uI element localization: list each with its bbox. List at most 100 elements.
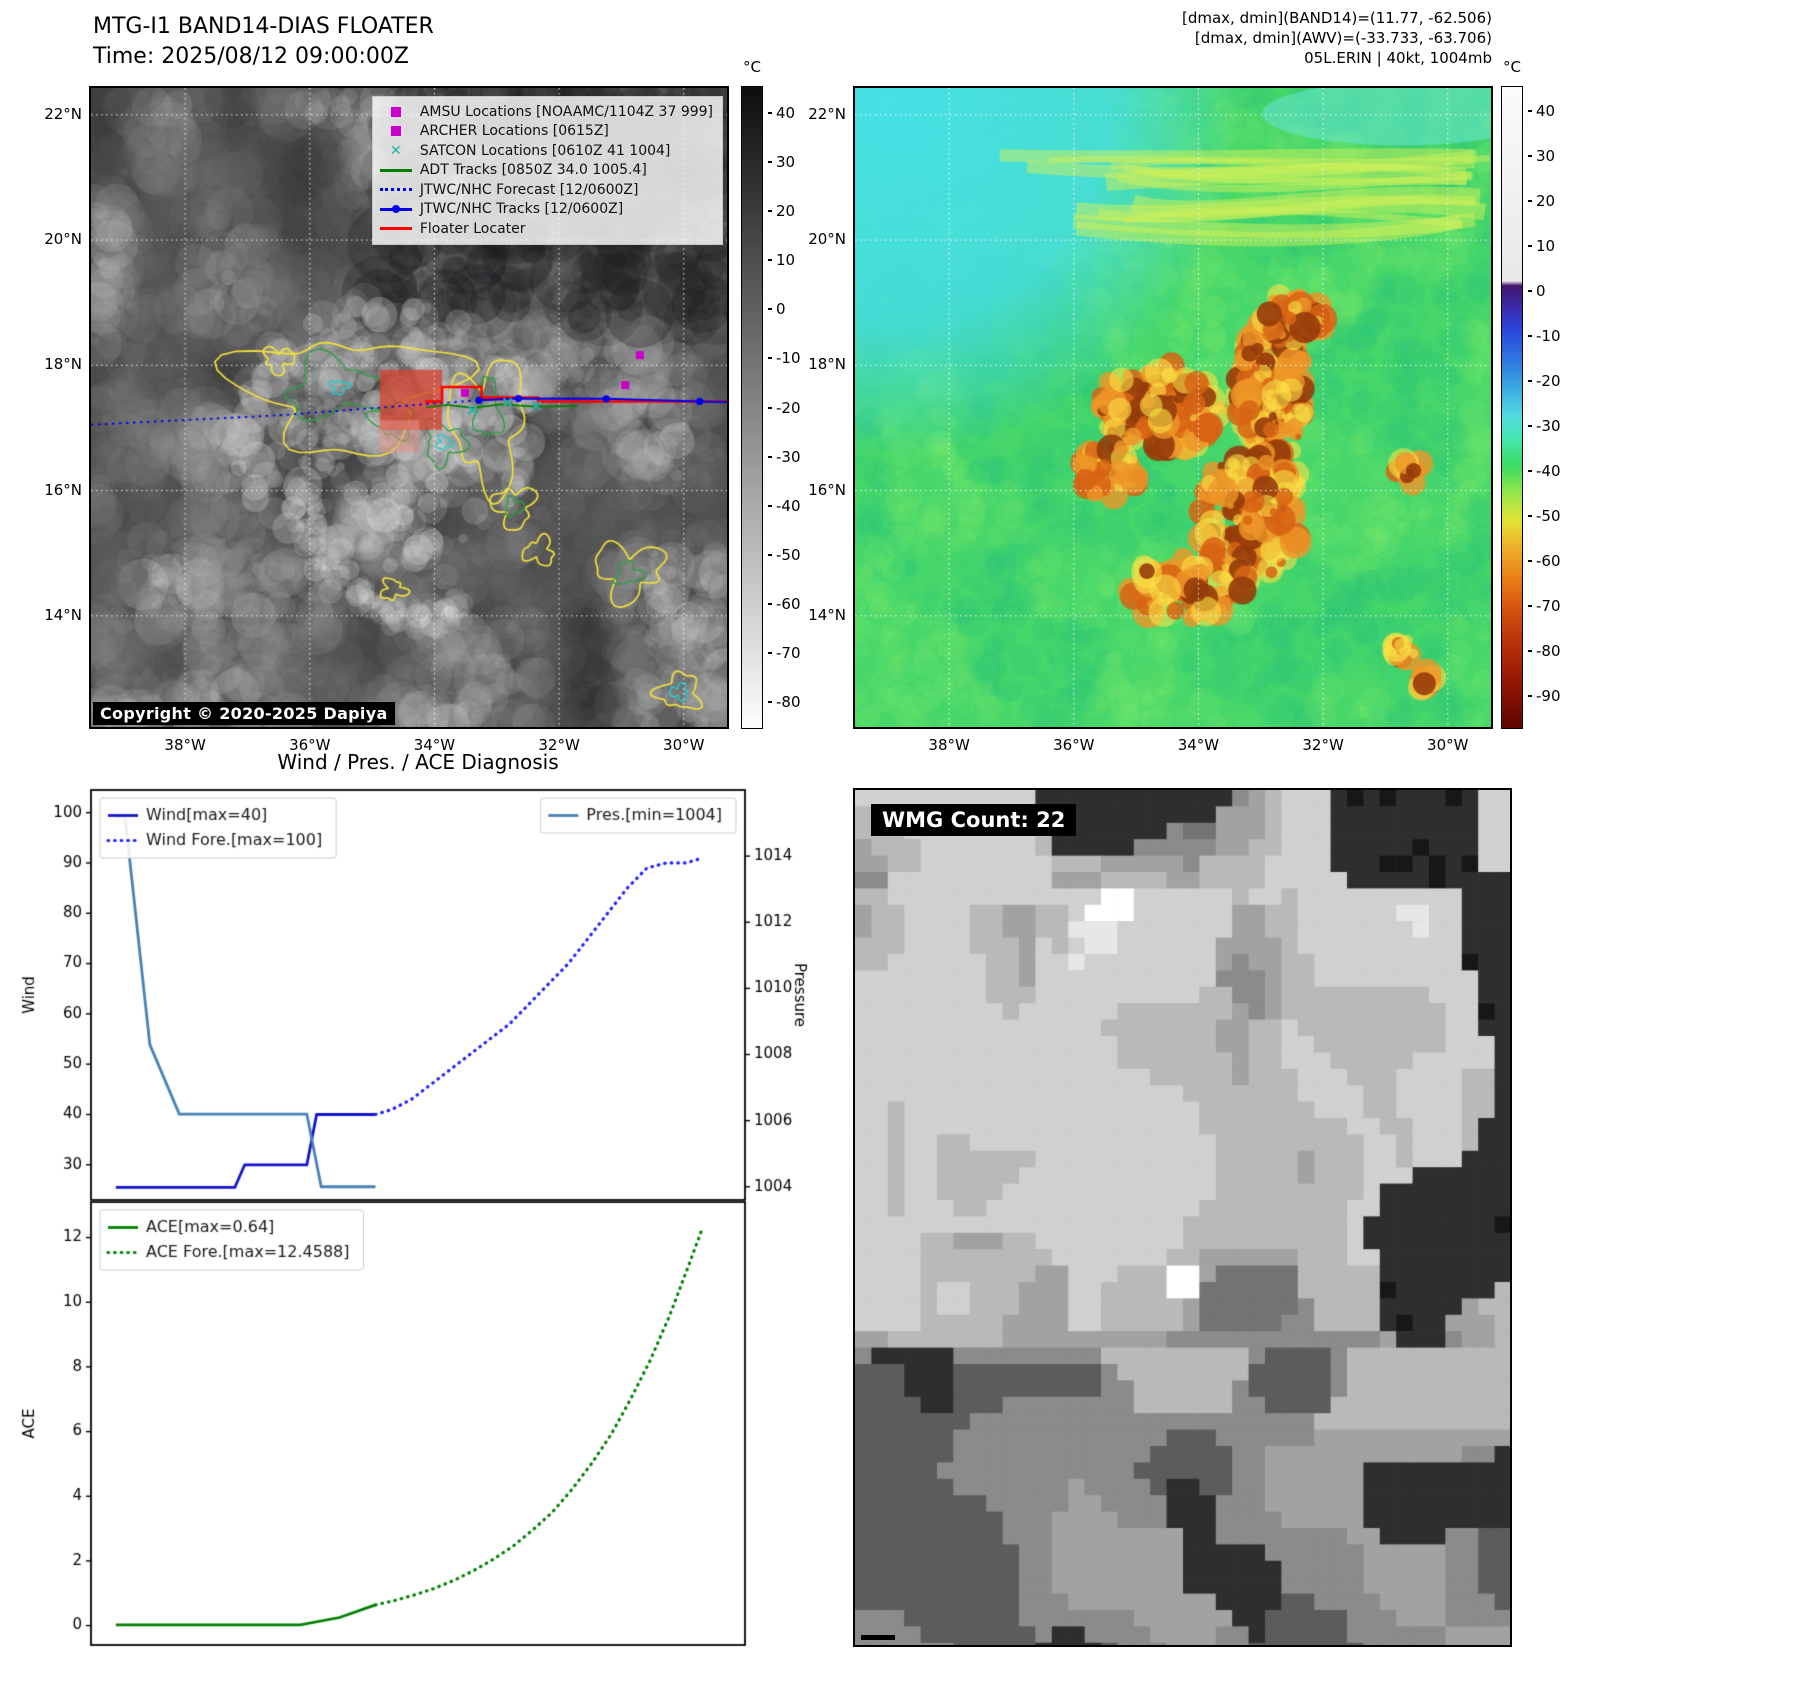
x-icon: ✕ — [389, 142, 402, 159]
legend-label: AMSU Locations [NOAAMC/1104Z 37 999] — [419, 103, 713, 120]
colorbar-tick-label: 30 — [776, 152, 796, 171]
colorbar-tick-mark — [768, 357, 772, 360]
lon-tick-label: 34°W — [1177, 736, 1220, 754]
lon-tick-label: 30°W — [663, 736, 705, 754]
colorbar-tick-label: -40 — [776, 496, 801, 515]
legend-square-icon — [379, 123, 413, 139]
square-icon — [390, 106, 401, 117]
awv-colorbar-gradient — [1502, 87, 1522, 728]
line-icon — [379, 227, 412, 231]
colorbar-tick-mark — [768, 553, 772, 556]
legend-label: Floater Locater — [419, 220, 526, 237]
band14-colorbar-unit: °C — [743, 58, 761, 76]
colorbar-tick-label: -20 — [776, 398, 801, 417]
colorbar-tick-label: -80 — [776, 693, 801, 712]
lon-tick-label: 34°W — [413, 736, 456, 754]
lon-tick-label: 38°W — [164, 736, 206, 754]
lat-tick-label: 22°N — [808, 104, 846, 123]
line-icon — [379, 205, 412, 214]
awv-colorbar-unit: °C — [1503, 58, 1521, 76]
legend-dotted-line-icon — [379, 182, 413, 198]
legend-line-icon — [379, 221, 413, 237]
lat-tick-label: 20°N — [44, 230, 82, 249]
lon-tick-label: 30°W — [1427, 736, 1469, 754]
lat-tick-label: 22°N — [44, 104, 82, 123]
copyright-badge: Copyright © 2020-2025 Dapiya — [93, 702, 395, 725]
lat-tick-label: 20°N — [808, 230, 846, 249]
colorbar-tick-mark — [768, 701, 772, 704]
colorbar-tick-label: -10 — [776, 349, 801, 368]
colorbar-tick-mark — [1528, 694, 1532, 697]
colorbar-tick-label: -20 — [1536, 371, 1561, 390]
legend-item: AMSU Locations [NOAAMC/1104Z 37 999] — [379, 102, 713, 122]
awv-colorbar — [1501, 86, 1523, 729]
colorbar-tick-label: 10 — [1536, 236, 1556, 255]
awv-map-panel — [853, 86, 1493, 729]
colorbar-tick-mark — [768, 209, 772, 212]
wmg-image-canvas — [855, 790, 1510, 1645]
colorbar-tick-label: 0 — [1536, 281, 1546, 300]
colorbar-tick-mark — [1528, 289, 1532, 292]
left-header: MTG-I1 BAND14-DIAS FLOATER Time: 2025/08… — [93, 12, 434, 72]
colorbar-tick-label: -30 — [1536, 416, 1561, 435]
colorbar-tick-label: 40 — [1536, 101, 1556, 120]
wmg-count-badge: WMG Count: 22 — [871, 804, 1077, 836]
colorbar-tick-label: 30 — [1536, 146, 1556, 165]
colorbar-tick-mark — [768, 504, 772, 507]
line-icon — [379, 188, 412, 192]
colorbar-tick-mark — [1528, 109, 1532, 112]
band14-map-panel: AMSU Locations [NOAAMC/1104Z 37 999] ARCH… — [89, 86, 729, 729]
storm-summary: 05L.ERIN | 40kt, 1004mb — [1304, 49, 1492, 67]
colorbar-tick-mark — [768, 406, 772, 409]
colorbar-tick-mark — [768, 308, 772, 311]
colorbar-tick-mark — [768, 603, 772, 606]
ace-chart — [0, 1200, 812, 1652]
legend-square-icon — [379, 104, 413, 120]
lat-tick-label: 16°N — [808, 480, 846, 499]
colorbar-tick-mark — [768, 259, 772, 262]
colorbar-tick-label: 10 — [776, 251, 796, 270]
square-icon — [390, 126, 401, 137]
colorbar-tick-label: 20 — [776, 201, 796, 220]
colorbar-tick-mark — [1528, 649, 1532, 652]
product-time: Time: 2025/08/12 09:00:00Z — [93, 44, 409, 69]
legend-x-icon: ✕ — [379, 143, 413, 159]
legend-item: ADT Tracks [0850Z 34.0 1005.4] — [379, 161, 713, 181]
dot-icon — [391, 205, 400, 214]
colorbar-tick-mark — [1528, 154, 1532, 157]
colorbar-tick-mark — [1528, 424, 1532, 427]
lon-tick-label: 32°W — [1302, 736, 1344, 754]
legend-label: ARCHER Locations [0615Z] — [419, 123, 609, 140]
colorbar-tick-mark — [768, 455, 772, 458]
colorbar-tick-mark — [768, 111, 772, 114]
awv-map-canvas — [855, 88, 1491, 727]
legend-label: JTWC/NHC Tracks [12/0600Z] — [419, 201, 624, 218]
lon-tick-label: 32°W — [538, 736, 580, 754]
legend-item: Floater Locater — [379, 219, 713, 239]
colorbar-tick-label: -60 — [776, 595, 801, 614]
colorbar-tick-label: -90 — [1536, 686, 1561, 705]
lat-tick-label: 14°N — [808, 605, 846, 624]
band14-colorbar — [741, 86, 763, 729]
colorbar-tick-mark — [1528, 514, 1532, 517]
line-icon — [379, 168, 412, 172]
lat-tick-label: 18°N — [808, 355, 846, 374]
lon-tick-label: 36°W — [289, 736, 331, 754]
colorbar-tick-label: -10 — [1536, 326, 1561, 345]
right-header: [dmax, dmin](BAND14)=(11.77, -62.506) [d… — [1100, 8, 1492, 68]
lat-tick-label: 14°N — [44, 605, 82, 624]
colorbar-tick-mark — [1528, 244, 1532, 247]
wmg-panel: WMG Count: 22 — [853, 788, 1512, 1647]
awv-colorbar-ticks: 40 30 20 10 0 -10 -20 -30 -40 -50 -60 -70 -80 -90 — [1528, 88, 1588, 727]
legend-label: JTWC/NHC Forecast [12/0600Z] — [419, 181, 639, 198]
legend-label: ADT Tracks [0850Z 34.0 1005.4] — [419, 162, 647, 179]
colorbar-tick-label: 0 — [776, 300, 786, 319]
lon-tick-label: 36°W — [1053, 736, 1095, 754]
colorbar-tick-mark — [1528, 469, 1532, 472]
colorbar-tick-label: -60 — [1536, 551, 1561, 570]
colorbar-tick-label: -70 — [1536, 596, 1561, 615]
colorbar-tick-mark — [1528, 604, 1532, 607]
colorbar-tick-mark — [1528, 559, 1532, 562]
colorbar-tick-label: -80 — [1536, 641, 1561, 660]
